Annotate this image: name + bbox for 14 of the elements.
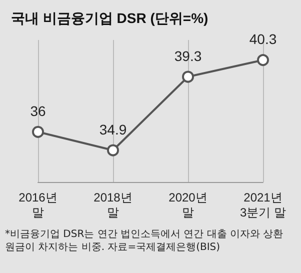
point xyxy=(182,70,194,83)
point xyxy=(107,144,119,156)
point xyxy=(257,54,269,66)
data-label: 40.3 xyxy=(249,31,277,48)
data-label: 34.9 xyxy=(99,121,127,138)
data-label: 36 xyxy=(30,102,46,119)
x-tick-label: 2018년 말 xyxy=(94,190,132,220)
x-tick-label: 2021년 3분기 말 xyxy=(240,190,286,220)
data-label: 39.3 xyxy=(174,48,202,64)
x-tick-label: 2016년 말 xyxy=(18,190,58,220)
chart-title: 국내 비금융기업 DSR (단위=%) xyxy=(11,10,208,26)
point xyxy=(32,126,44,138)
x-tick-label: 2020년 말 xyxy=(168,190,208,220)
text: *비금융기업 DSR는 연간 법인소득에서 연간 대출 이자와 상환 원금이 차지하는 비중. 자료=국제결제은행(BIS) xyxy=(4,228,284,254)
